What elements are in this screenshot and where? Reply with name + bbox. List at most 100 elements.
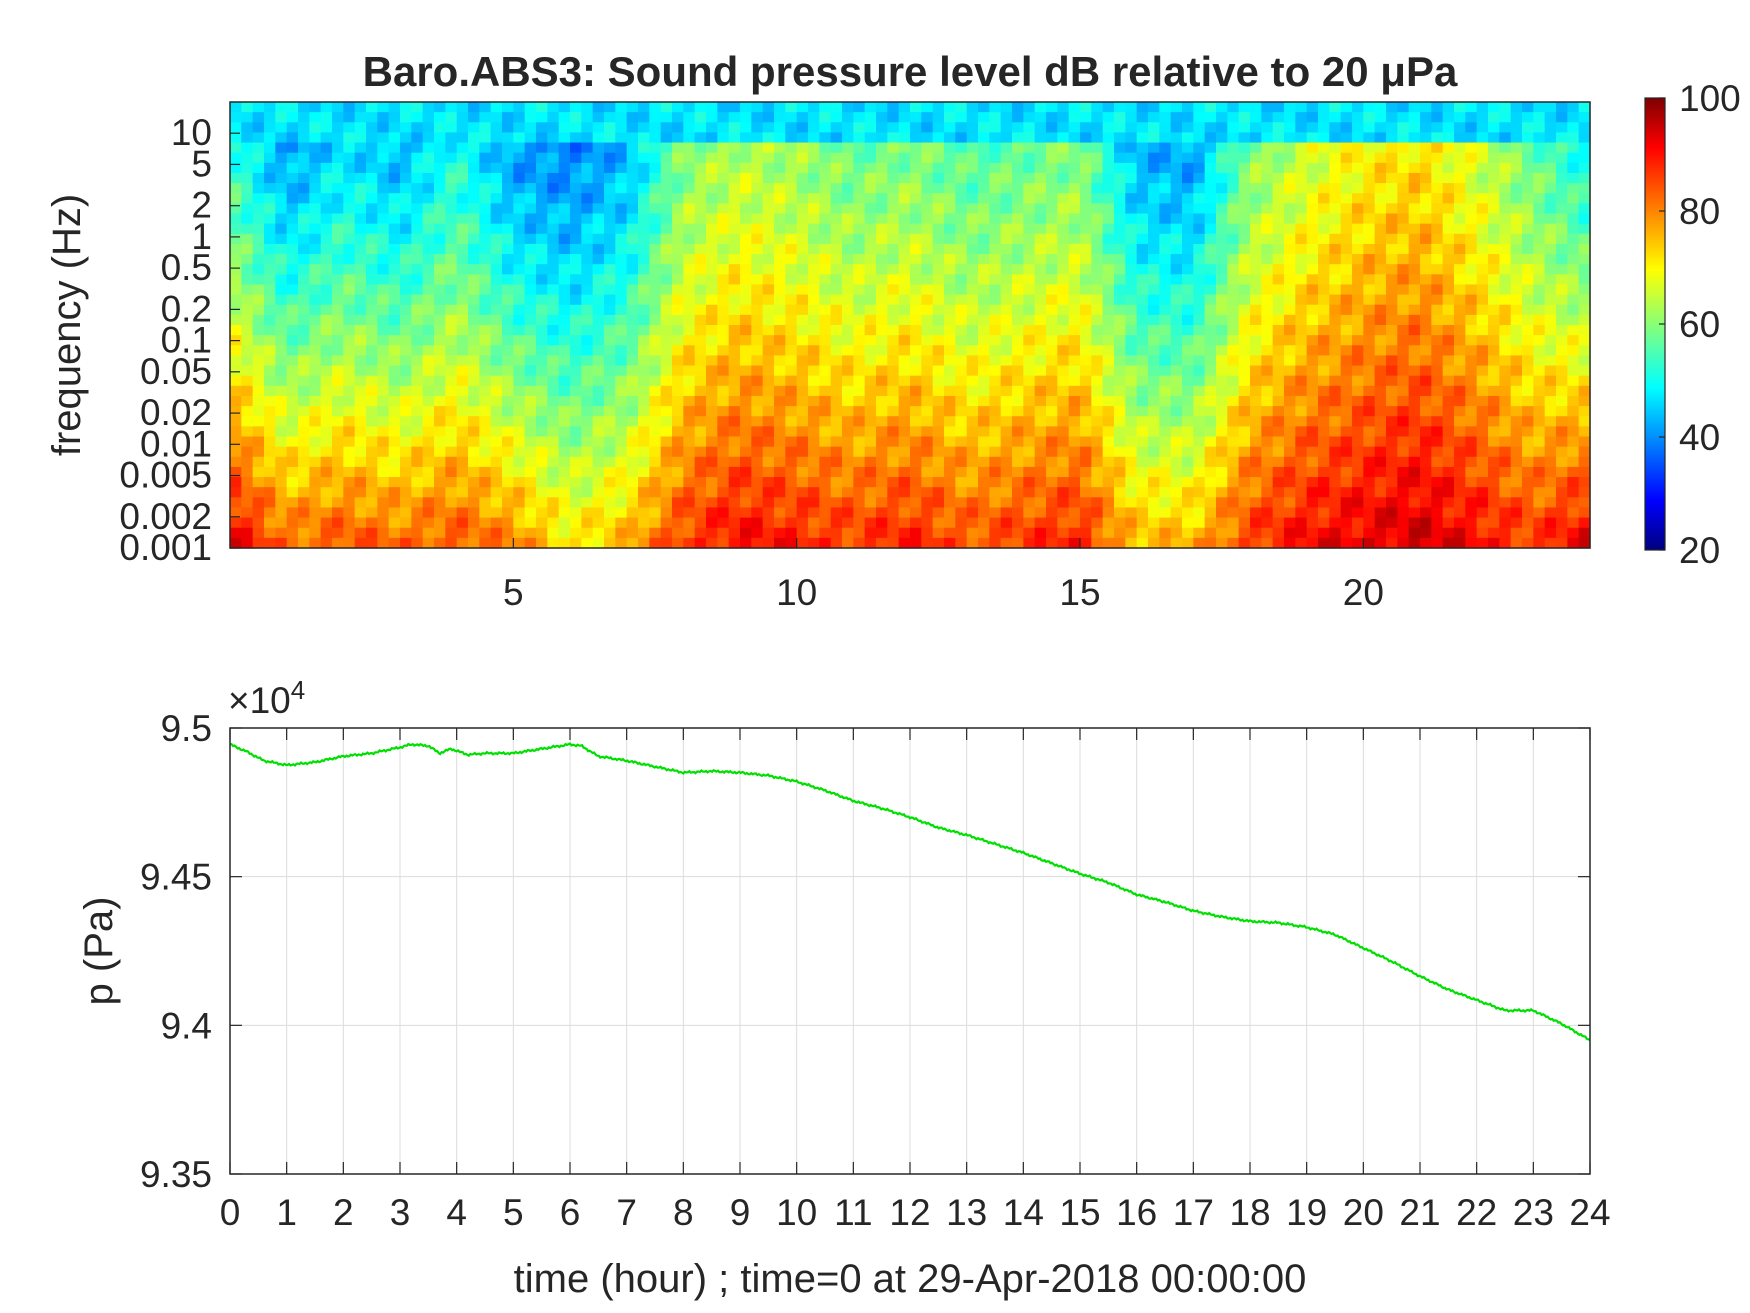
spectrogram-cell: [468, 456, 480, 468]
spectrogram-cell: [1216, 436, 1228, 448]
spectrogram-cell: [456, 172, 469, 184]
spectrogram-cell: [638, 264, 650, 275]
spectrogram-cell: [547, 264, 560, 275]
spectrogram-cell: [1046, 395, 1058, 407]
spectrogram-cell: [1488, 112, 1500, 123]
spectrogram-cell: [672, 507, 684, 519]
spectrogram-cell: [343, 345, 356, 357]
spectrogram-cell: [694, 183, 707, 194]
spectrogram-cell: [1431, 152, 1444, 164]
spectrogram-cell: [626, 365, 639, 377]
spectrogram-cell: [1068, 426, 1081, 438]
spectrogram-cell: [706, 284, 718, 296]
spectrogram-cell: [978, 254, 990, 265]
spectrogram-cell: [694, 162, 707, 174]
spectrogram-cell: [468, 446, 480, 458]
spectrogram-cell: [1159, 203, 1172, 215]
spectrogram-cell: [808, 284, 820, 296]
spectrogram-cell: [400, 406, 412, 417]
spectrogram-cell: [932, 436, 945, 448]
spectrogram-cell: [332, 527, 344, 539]
spectrogram-cell: [252, 325, 265, 336]
spectrogram-cell: [1216, 335, 1228, 346]
spectrogram-cell: [1465, 487, 1478, 498]
spectrogram-cell: [808, 385, 820, 397]
spectrogram-cell: [1261, 436, 1274, 448]
spectrogram-cell: [989, 446, 1002, 458]
spectrogram-cell: [1374, 284, 1387, 296]
spectrogram-cell: [1182, 213, 1194, 225]
spectrogram-cell: [1102, 487, 1115, 498]
spectrogram-cell: [411, 466, 424, 478]
spectrogram-cell: [400, 517, 412, 529]
spectrogram-cell: [558, 162, 571, 174]
spectrogram-cell: [513, 446, 526, 458]
spectrogram-cell: [275, 314, 288, 326]
spectrogram-cell: [388, 223, 401, 235]
spectrogram-cell: [558, 203, 571, 215]
spectrogram-cell: [1363, 274, 1376, 286]
spectrogram-cell: [921, 325, 934, 336]
spectrogram-cell: [1329, 213, 1342, 225]
spectrogram-cell: [1352, 456, 1364, 468]
spectrogram-cell: [400, 477, 412, 488]
spectrogram-cell: [1510, 314, 1523, 326]
spectrogram-cell: [1102, 142, 1115, 154]
spectrogram-cell: [989, 172, 1002, 184]
spectrogram-cell: [774, 132, 786, 144]
spectrogram-cell: [581, 284, 594, 296]
spectrogram-cell: [672, 385, 684, 397]
spectrogram-cell: [388, 436, 401, 448]
spectrogram-cell: [388, 243, 401, 255]
spectrogram-cell: [513, 162, 526, 174]
spectrogram-cell: [819, 264, 832, 275]
spectrogram-cell: [774, 233, 786, 245]
spectrogram-cell: [354, 314, 367, 326]
spectrogram-cell: [796, 335, 809, 346]
spectrogram-cell: [275, 446, 288, 458]
spectrogram-cell: [1102, 264, 1115, 275]
spectrogram-cell: [649, 436, 662, 448]
spectrogram-cell: [1442, 294, 1455, 306]
spectrogram-cell: [842, 375, 854, 387]
spectrogram-cell: [366, 416, 378, 427]
spectrogram-cell: [830, 274, 843, 286]
spectrogram-cell: [989, 517, 1002, 529]
spectrogram-cell: [740, 274, 752, 286]
spectrogram-cell: [1204, 436, 1217, 448]
spectrogram-cell: [320, 395, 333, 407]
spectrogram-cell: [1476, 243, 1489, 255]
spectrogram-cell: [989, 507, 1002, 519]
spectrogram-cell: [490, 183, 503, 194]
spectrogram-cell: [842, 243, 854, 255]
spectrogram-cell: [1023, 122, 1036, 134]
spectrogram-cell: [513, 274, 526, 286]
spectrogram-cell: [830, 527, 843, 539]
spectrogram-cell: [1261, 223, 1274, 235]
spectrogram-cell: [1510, 294, 1523, 306]
spectrogram-cell: [479, 385, 492, 397]
spectrogram-cell: [1227, 507, 1240, 519]
spectrogram-cell: [422, 233, 435, 245]
spectrogram-cell: [298, 527, 310, 539]
spectrogram-cell: [1499, 426, 1512, 438]
spectrogram-cell: [479, 132, 492, 144]
spectrogram-cell: [1250, 294, 1262, 306]
spectrogram-cell: [1012, 132, 1024, 144]
spectrogram-cell: [1397, 365, 1410, 377]
spectrogram-cell: [683, 284, 696, 296]
spectrogram-cell: [513, 426, 526, 438]
spectrogram-cell: [694, 537, 707, 549]
spectrogram-cell: [1091, 335, 1104, 346]
spectrogram-cell: [411, 203, 424, 215]
spectrogram-cell: [1193, 456, 1206, 468]
spectrogram-cell: [377, 375, 390, 387]
spectrogram-cell: [898, 172, 911, 184]
spectrogram-cell: [762, 314, 775, 326]
spectrogram-cell: [513, 406, 526, 417]
spectrogram-cell: [660, 193, 673, 204]
spectrogram-cell: [989, 304, 1002, 316]
spectrogram-cell: [400, 213, 412, 225]
spectrogram-cell: [286, 487, 299, 498]
spectrogram-cell: [808, 213, 820, 225]
